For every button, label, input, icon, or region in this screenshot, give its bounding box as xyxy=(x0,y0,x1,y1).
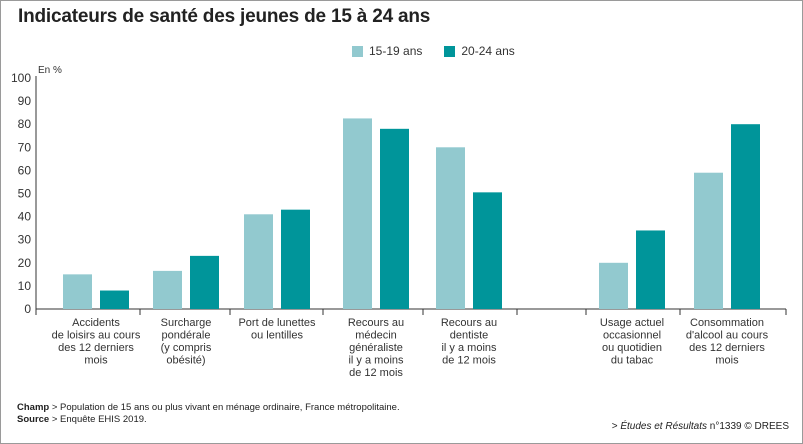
bar-series-1-6 xyxy=(694,172,723,309)
credit-suffix: n°1339 © DREES xyxy=(707,421,789,432)
bar-series-1-5 xyxy=(599,262,628,309)
y-tick-label-9: 90 xyxy=(18,94,32,108)
x-category-label-5: Usage actuel occasionnel ou quotidien du ta… xyxy=(600,317,664,367)
y-tick-label-6: 60 xyxy=(18,163,32,177)
y-tick-label-1: 10 xyxy=(18,279,32,293)
legend-label-series-2: 20-24 ans xyxy=(461,44,515,58)
legend-item-series-2: 20-24 ans xyxy=(444,44,515,58)
note-champ-text: > Population de 15 ans ou plus vivant en… xyxy=(49,402,400,413)
bar-series-2-2 xyxy=(281,209,310,309)
x-category-label-4: Recours au dentiste il y a moins de 12 mois xyxy=(441,317,497,367)
legend-item-series-1: 15-19 ans xyxy=(352,44,422,58)
legend-swatch-series-1 xyxy=(352,45,363,57)
note-champ: Champ > Population de 15 ans ou plus viv… xyxy=(17,402,400,414)
x-category-label-1: Surcharge pondérale (y compris obésité) xyxy=(161,317,212,367)
bar-series-1-0 xyxy=(63,274,92,309)
note-source-label: Source xyxy=(17,414,50,425)
bar-series-2-4 xyxy=(473,192,502,309)
note-champ-label: Champ xyxy=(17,402,50,413)
y-tick-label-5: 50 xyxy=(18,187,32,201)
bar-series-2-0 xyxy=(100,290,129,309)
x-category-label-3: Recours au médecin généraliste il y a moins… xyxy=(348,317,404,379)
legend-label-series-1: 15-19 ans xyxy=(369,44,423,58)
bar-series-1-1 xyxy=(153,270,182,309)
bar-series-2-6 xyxy=(731,124,760,309)
bar-series-1-2 xyxy=(244,214,273,309)
y-tick-label-0: 0 xyxy=(24,302,31,316)
x-category-label-2: Port de lunettes ou lentilles xyxy=(238,317,316,342)
bar-series-2-3 xyxy=(380,128,409,309)
credit-prefix: > xyxy=(611,421,621,432)
y-tick-label-2: 20 xyxy=(18,256,32,270)
bar-series-1-3 xyxy=(343,118,372,309)
legend-swatch-series-2 xyxy=(444,45,456,57)
x-category-label-0: Accidents de loisirs au cours des 12 derni… xyxy=(52,317,141,367)
y-tick-label-7: 70 xyxy=(18,140,32,154)
chart-notes: Champ > Population de 15 ans ou plus viv… xyxy=(17,402,400,426)
bar-series-2-1 xyxy=(190,255,219,309)
y-tick-label-4: 40 xyxy=(18,210,32,224)
bar-series-2-5 xyxy=(636,230,665,309)
bar-series-1-4 xyxy=(436,147,465,309)
x-category-label-6: Consommation d'alcool au cours des 12 dern… xyxy=(686,317,769,367)
chart-legend: 15-19 ans 20-24 ans xyxy=(352,44,515,58)
y-tick-label-3: 30 xyxy=(18,233,32,247)
y-tick-label-10: 100 xyxy=(11,71,31,85)
chart-title: Indicateurs de santé des jeunes de 15 à … xyxy=(18,6,431,27)
chart-credit: > Études et Résultats n°1339 © DREES xyxy=(612,421,789,432)
y-axis-label: En % xyxy=(38,65,62,76)
y-tick-label-8: 80 xyxy=(18,117,32,131)
note-source-text: > Enquête EHIS 2019. xyxy=(49,414,147,425)
note-source: Source > Enquête EHIS 2019. xyxy=(17,414,400,426)
credit-publication: Études et Résultats xyxy=(620,421,708,432)
